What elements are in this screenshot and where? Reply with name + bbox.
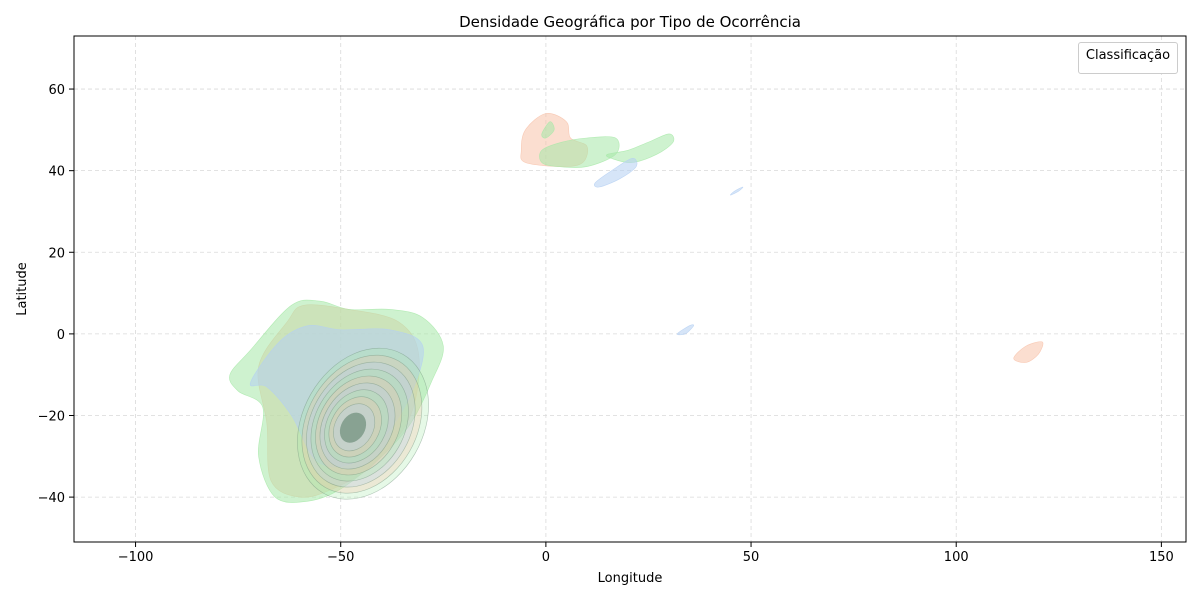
x-tick-label: 0	[542, 550, 550, 565]
y-tick-label: 40	[48, 165, 65, 180]
y-axis-label: Latitude	[15, 262, 30, 316]
legend-title: Classificação	[1085, 48, 1171, 63]
density-region-green	[541, 121, 555, 139]
x-tick-label: −100	[118, 550, 154, 565]
x-tick-label: −50	[327, 550, 354, 565]
plot-frame	[73, 35, 1187, 543]
y-tick-label: 60	[48, 83, 65, 98]
x-tick-label: 150	[1149, 550, 1174, 565]
y-tick-label: 20	[48, 246, 65, 261]
x-tick-label: 100	[944, 550, 969, 565]
density-region-green	[606, 133, 675, 163]
density-regions	[229, 113, 1044, 503]
y-tick-label: −20	[38, 410, 65, 425]
density-region-blue	[249, 324, 424, 468]
y-tick-label: 0	[57, 328, 65, 343]
legend: Classificação	[1078, 42, 1178, 74]
density-region-blue	[730, 186, 744, 196]
y-tick-label: −40	[38, 491, 65, 506]
axis-ticks: −100 −50 0 50 100 150 −40 −20 0 20 40 60	[38, 83, 1174, 565]
chart-title: Densidade Geográfica por Tipo de Ocorrên…	[459, 13, 801, 31]
density-region-blue	[676, 324, 695, 336]
density-region-salmon	[1013, 341, 1044, 363]
x-axis-label: Longitude	[598, 571, 663, 586]
density-region-blue	[594, 158, 638, 188]
density-peak	[339, 412, 367, 443]
grid-lines	[74, 36, 1186, 542]
x-tick-label: 50	[743, 550, 760, 565]
